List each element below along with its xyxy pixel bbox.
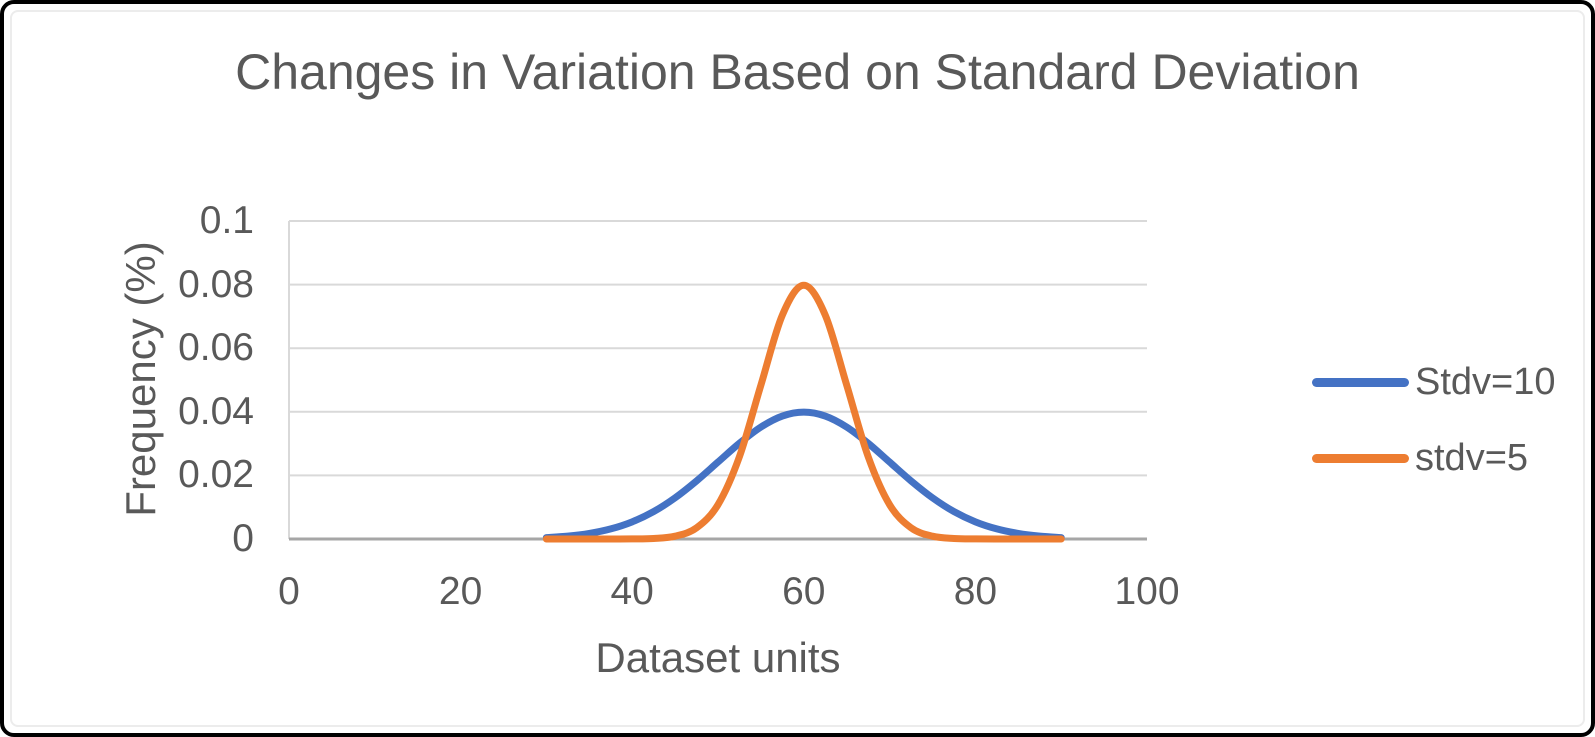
x-tick-label: 60: [782, 570, 826, 613]
x-tick-label: 80: [953, 570, 998, 613]
plot-area: [288, 220, 1147, 543]
legend-item-stdv-10: Stdv=10: [1312, 362, 1556, 402]
y-tick-label: 0.06: [178, 326, 254, 370]
y-tick-label: 0.08: [178, 262, 254, 306]
x-tick-label: 100: [1114, 570, 1180, 613]
x-tick-label: 0: [278, 570, 300, 613]
legend-line-swatch: [1312, 453, 1409, 463]
legend-item-label: Stdv=10: [1415, 361, 1556, 403]
y-tick-label: 0: [232, 517, 254, 560]
x-tick-label: 40: [610, 570, 654, 613]
y-tick-label: 0.02: [178, 453, 254, 497]
series-line-stdv-5: [542, 281, 1065, 543]
legend-item-stdv-5: stdv=5: [1312, 438, 1556, 478]
y-axis-title: Frequency (%): [117, 241, 164, 517]
x-axis-title: Dataset units: [595, 634, 841, 681]
chart-title: Changes in Variation Based on Standard D…: [235, 44, 1360, 100]
legend: Stdv=10 stdv=5: [1312, 362, 1556, 478]
series-line-stdv-10: [542, 408, 1065, 542]
x-tick-label: 20: [438, 570, 483, 613]
legend-line-swatch: [1312, 377, 1409, 387]
y-tick-label: 0.04: [178, 389, 254, 433]
legend-item-label: stdv=5: [1415, 437, 1529, 479]
y-tick-label: 0.1: [199, 199, 254, 242]
